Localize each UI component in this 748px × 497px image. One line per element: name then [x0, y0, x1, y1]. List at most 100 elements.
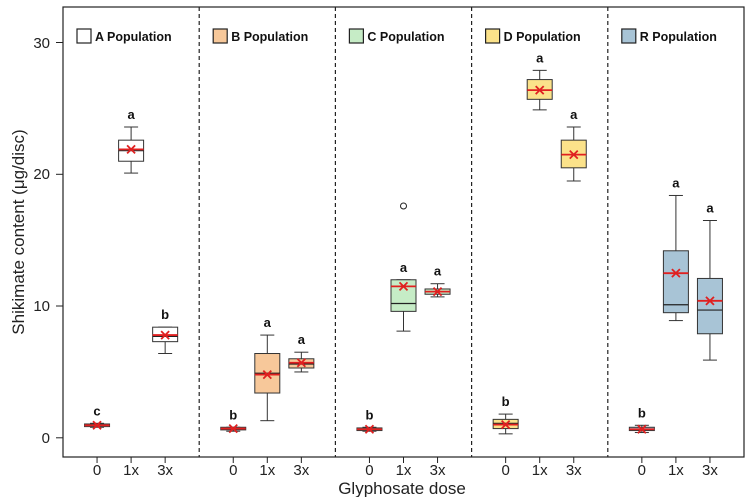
- x-tick-label: 0: [638, 462, 646, 479]
- legend-label: A Population: [95, 30, 172, 44]
- y-tick: 10: [33, 298, 63, 315]
- box: b0: [492, 394, 519, 479]
- mean-marker-stroke: [637, 424, 647, 434]
- significance-letter: a: [298, 332, 306, 347]
- x-tick-label: 3x: [430, 462, 446, 479]
- mean-marker-stroke: [569, 150, 579, 160]
- box: b0: [220, 407, 247, 479]
- x-axis-label: Glyphosate dose: [338, 479, 466, 497]
- box: b0: [356, 407, 383, 479]
- x-tick-label: 3x: [293, 462, 309, 479]
- mean-marker-stroke: [296, 358, 306, 368]
- mean-marker: [262, 369, 272, 380]
- y-tick: 30: [33, 35, 63, 52]
- mean-marker-stroke: [126, 144, 136, 155]
- mean-marker: [228, 423, 238, 434]
- mean-marker-stroke: [262, 369, 272, 380]
- x-tick-label: 1x: [532, 462, 548, 479]
- mean-marker: [364, 424, 375, 434]
- x-tick-label: 3x: [157, 462, 173, 479]
- mean-marker-stroke: [705, 296, 715, 306]
- significance-letter: a: [264, 315, 272, 330]
- significance-letter: b: [229, 407, 237, 422]
- box: c0: [84, 403, 111, 479]
- x-tick-label: 1x: [123, 462, 139, 479]
- x-tick-label: 0: [229, 462, 237, 479]
- x-tick-label: 0: [501, 462, 509, 479]
- legend-label: B Population: [231, 30, 308, 44]
- box-iqr: [390, 279, 417, 312]
- mean-marker-stroke: [671, 268, 681, 278]
- mean-marker: [432, 286, 443, 297]
- mean-marker: [398, 281, 409, 291]
- x-tick-label: 1x: [396, 462, 412, 479]
- box: a 3x: [696, 200, 723, 479]
- x-tick-label: 3x: [702, 462, 718, 479]
- legend-swatch: [76, 28, 92, 44]
- significance-letter: b: [638, 405, 646, 420]
- mean-marker-stroke: [364, 424, 375, 434]
- box: a 3x: [424, 264, 451, 479]
- mean-marker: [92, 420, 102, 430]
- x-tick-label: 3x: [566, 462, 582, 479]
- box: a 3x: [560, 107, 587, 479]
- legend-label: R Population: [640, 30, 717, 44]
- y-axis-label: Shikimate content (μg/disc): [9, 129, 28, 334]
- legend-swatch: [485, 28, 501, 44]
- plot-frame: [62, 6, 745, 458]
- y-tick-label: 30: [33, 35, 50, 52]
- box: a 1x: [254, 315, 281, 479]
- y-tick: 20: [33, 166, 63, 183]
- significance-letter: a: [400, 260, 408, 275]
- mean-marker-stroke: [160, 330, 170, 340]
- box: a 1x: [662, 175, 689, 479]
- legend-swatch: [212, 28, 228, 44]
- legend-swatch: [621, 28, 637, 44]
- mean-marker: [501, 419, 511, 430]
- mean-marker-stroke: [535, 85, 545, 95]
- legend-label: D Population: [504, 30, 581, 44]
- outlier-point: [400, 202, 407, 210]
- significance-letter: a: [570, 107, 578, 122]
- box: a 1x: [390, 202, 417, 479]
- x-tick-label: 0: [93, 462, 101, 479]
- legend-swatch: [348, 28, 364, 44]
- mean-marker: [671, 268, 681, 278]
- y-tick-label: 0: [42, 430, 50, 447]
- mean-marker: [296, 358, 306, 368]
- significance-letter: b: [161, 307, 169, 322]
- significance-letter: b: [502, 394, 510, 409]
- mean-marker: [569, 150, 579, 160]
- significance-letter: a: [536, 50, 544, 65]
- y-tick: 0: [42, 430, 63, 447]
- box: a 3x: [288, 332, 315, 479]
- y-tick-label: 10: [33, 298, 50, 315]
- y-tick-label: 20: [33, 166, 50, 183]
- box: a 1x: [526, 50, 553, 479]
- panel: C Population b0 a 1x a 3x: [334, 7, 451, 479]
- significance-letter: c: [93, 403, 100, 418]
- mean-marker: [705, 296, 715, 306]
- y-axis: 0 10 20 30: [33, 35, 63, 447]
- box: b 3x: [152, 307, 179, 479]
- x-tick-label: 1x: [668, 462, 684, 479]
- legend-label: C Population: [367, 30, 444, 44]
- box-iqr: [662, 250, 689, 314]
- x-tick-label: 0: [365, 462, 373, 479]
- significance-letter: a: [434, 264, 442, 279]
- x-tick-label: 1x: [259, 462, 275, 479]
- mean-marker: [126, 144, 136, 155]
- box-iqr: [696, 277, 723, 335]
- box: b0: [628, 405, 655, 479]
- mean-marker: [160, 330, 170, 340]
- significance-letter: a: [672, 175, 680, 190]
- significance-letter: a: [706, 200, 714, 215]
- mean-marker-stroke: [92, 420, 102, 430]
- mean-marker-stroke: [432, 286, 443, 297]
- mean-marker: [637, 424, 647, 434]
